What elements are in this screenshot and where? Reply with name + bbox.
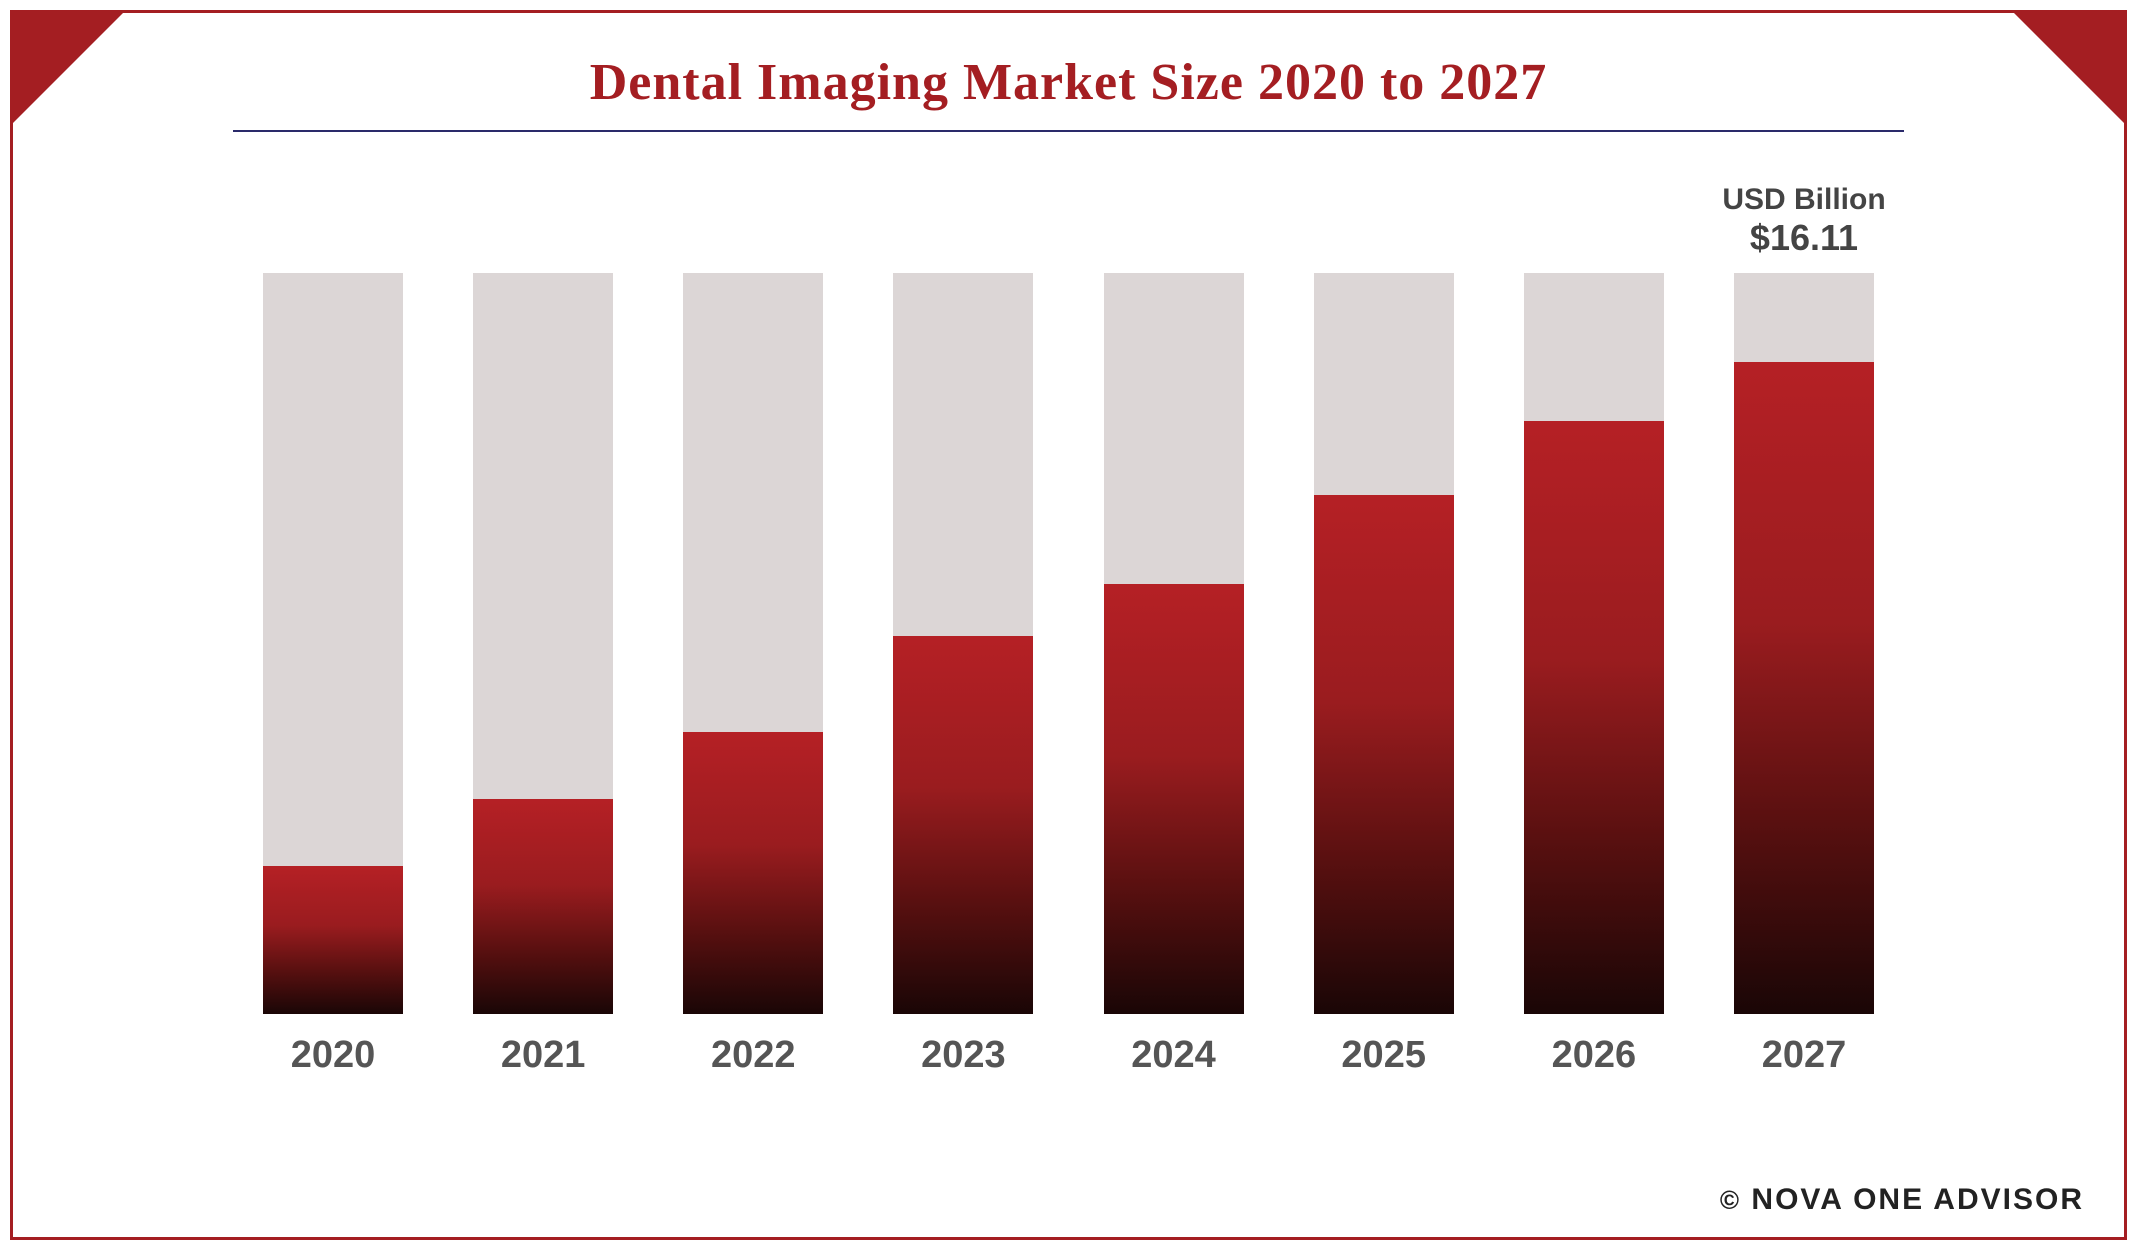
bar-fill <box>1104 584 1244 1014</box>
bar-x-label: 2024 <box>1131 1034 1216 1077</box>
bar-x-label: 2021 <box>501 1034 586 1077</box>
bar-chart: 2020 2021 2022 2023 2024 <box>263 273 1874 1077</box>
bar-group: 2026 <box>1524 273 1664 1077</box>
bar-x-label: 2025 <box>1341 1034 1426 1077</box>
bar-x-label: 2026 <box>1552 1034 1637 1077</box>
bar-x-label: 2023 <box>921 1034 1006 1077</box>
bar-fill <box>1734 362 1874 1014</box>
bar-fill <box>893 636 1033 1014</box>
chart-frame: Dental Imaging Market Size 2020 to 2027 … <box>10 10 2127 1240</box>
bar-track <box>473 273 613 1014</box>
corner-triangle-top-left <box>13 13 123 123</box>
bar-fill <box>1314 495 1454 1014</box>
bar-x-label: 2022 <box>711 1034 796 1077</box>
chart-title: Dental Imaging Market Size 2020 to 2027 <box>13 53 2124 112</box>
bar-group: 2025 <box>1314 273 1454 1077</box>
callout-unit: USD Billion <box>1722 183 1885 217</box>
copyright-symbol: © <box>1720 1185 1741 1215</box>
bar-fill <box>473 799 613 1014</box>
bar-track <box>1734 273 1874 1014</box>
bar-x-label: 2020 <box>291 1034 376 1077</box>
bar-group: 2023 <box>893 273 1033 1077</box>
title-underline <box>233 130 1904 132</box>
bar-track <box>1314 273 1454 1014</box>
attribution: © NOVA ONE ADVISOR <box>1720 1183 2084 1217</box>
bar-fill <box>683 732 823 1014</box>
bar-fill <box>1524 421 1664 1014</box>
value-callout: USD Billion $16.11 <box>1722 183 1885 259</box>
bar-x-label: 2027 <box>1762 1034 1847 1077</box>
corner-triangle-top-right <box>2014 13 2124 123</box>
bar-group: USD Billion $16.11 2027 <box>1734 273 1874 1077</box>
bar-group: 2022 <box>683 273 823 1077</box>
bar-fill <box>263 866 403 1014</box>
bar-track <box>683 273 823 1014</box>
bar-group: 2021 <box>473 273 613 1077</box>
bar-track <box>1524 273 1664 1014</box>
bar-group: 2024 <box>1104 273 1244 1077</box>
attribution-text: NOVA ONE ADVISOR <box>1751 1183 2084 1216</box>
bar-track <box>1104 273 1244 1014</box>
bar-track <box>893 273 1033 1014</box>
bar-track <box>263 273 403 1014</box>
callout-value: $16.11 <box>1722 217 1885 259</box>
bar-group: 2020 <box>263 273 403 1077</box>
